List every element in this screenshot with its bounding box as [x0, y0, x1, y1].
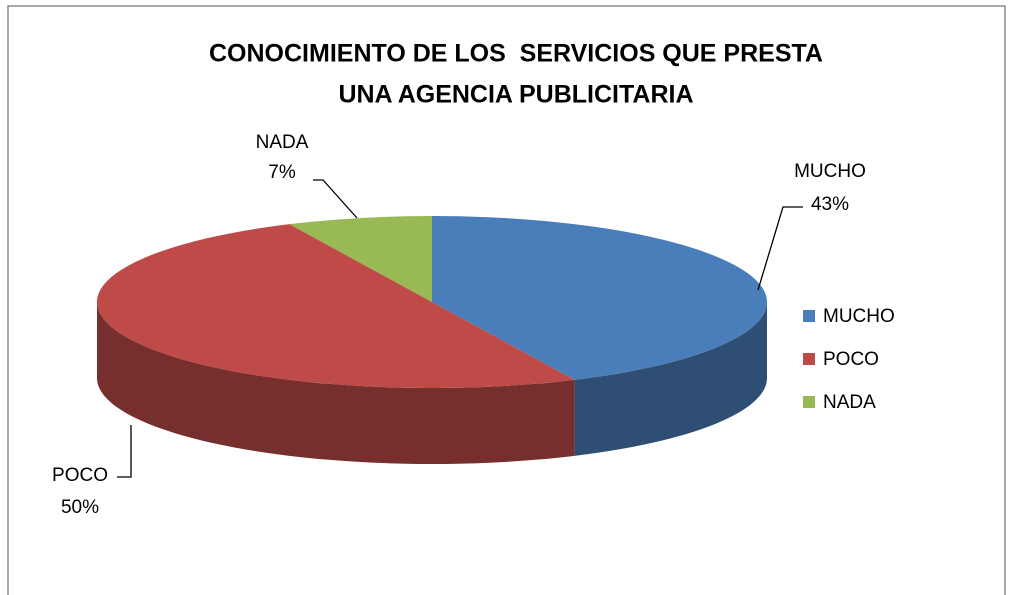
pie-slice [96, 224, 575, 389]
pie [96, 216, 767, 465]
leader-line [313, 179, 358, 219]
legend-label: POCO [823, 349, 879, 370]
legend-swatch [803, 353, 815, 365]
data-label: NADA [256, 132, 309, 153]
pie-slice [432, 216, 767, 380]
data-label: 7% [268, 162, 296, 183]
pie-side [574, 302, 767, 456]
data-label: 43% [811, 194, 849, 215]
legend-label: MUCHO [823, 306, 895, 327]
chart-title: UNA AGENCIA PUBLICITARIA [338, 81, 693, 109]
data-label: POCO [52, 465, 108, 486]
leader-line [117, 425, 132, 478]
annotations: MUCHO 43% POCO 50% NADA 7% MUCHO POCO NADA [52, 132, 895, 518]
pie-side [97, 302, 575, 465]
legend-swatch [803, 396, 815, 408]
data-label: 50% [61, 497, 99, 518]
data-label: MUCHO [794, 161, 866, 182]
legend-swatch [803, 310, 815, 322]
legend-label: NADA [823, 392, 876, 413]
pie-slice [289, 216, 432, 302]
chart-title: CONOCIMIENTO DE LOS SERVICIOS QUE PRESTA [209, 40, 823, 68]
leader-line [757, 206, 803, 291]
chart-frame [7, 5, 1006, 595]
